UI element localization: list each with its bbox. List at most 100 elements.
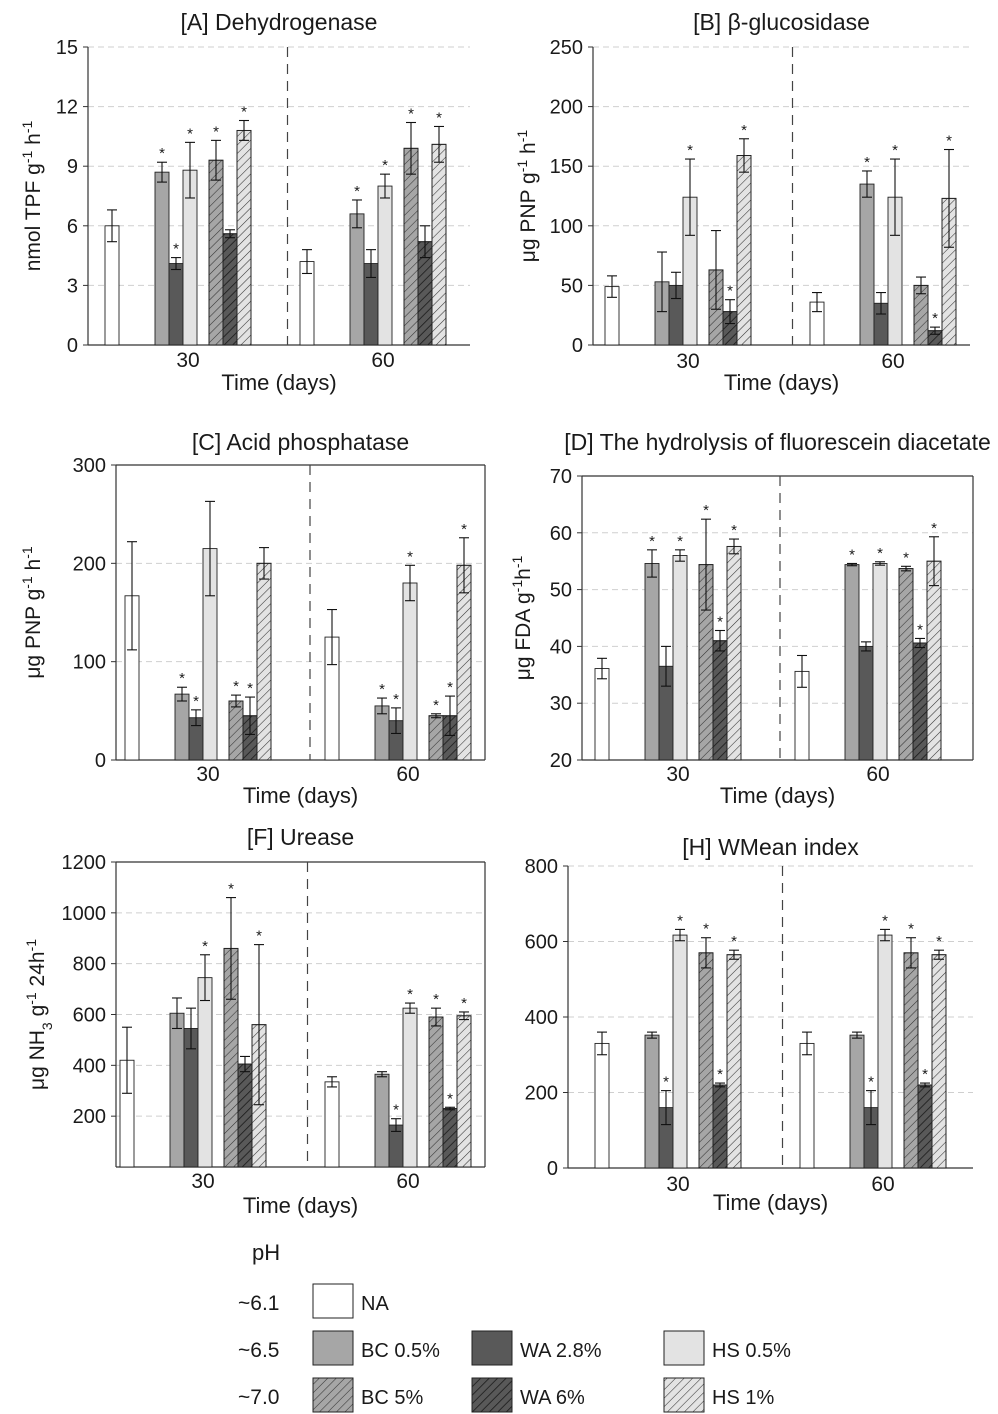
x-axis-label: Time (days): [243, 1193, 358, 1218]
x-tick-label: 60: [871, 1173, 894, 1196]
significance-marker: *: [241, 104, 247, 121]
legend-swatch: [471, 1330, 513, 1366]
bar-hatch-overlay: [456, 1015, 472, 1168]
legend-item-label: WA 2.8%: [520, 1340, 602, 1362]
legend-swatch-hatch: [312, 1377, 354, 1413]
significance-marker: *: [849, 546, 855, 563]
bar-bc-0-5-: [844, 564, 860, 761]
bar-hs-0-5-: [872, 563, 888, 761]
y-axis-label: μg PNP g-1 h-1: [19, 546, 45, 679]
bar-bc-0-5-: [849, 1034, 865, 1169]
bar-bc-0-5-: [859, 183, 875, 346]
y-tick-label: 30: [550, 693, 572, 715]
x-tick-label: 30: [666, 763, 689, 786]
significance-marker: *: [433, 991, 439, 1008]
significance-marker: *: [877, 545, 883, 562]
bar-hatch-overlay: [222, 233, 238, 346]
bar-wa-2-8-: [858, 645, 874, 761]
significance-marker: *: [741, 122, 747, 139]
significance-marker: *: [882, 912, 888, 929]
chart-title: [F] Urease: [247, 824, 354, 850]
bar-hatch-overlay: [403, 147, 419, 346]
y-tick-label: 1000: [62, 903, 107, 925]
x-tick-label: 30: [196, 763, 219, 786]
significance-marker: *: [731, 522, 737, 539]
y-tick-label: 300: [73, 455, 106, 477]
y-tick-label: 3: [67, 275, 78, 297]
bar-hatch-overlay: [208, 159, 224, 346]
bar-na: [799, 1042, 815, 1169]
significance-marker: *: [407, 548, 413, 565]
bar-hatch-overlay: [428, 1016, 444, 1168]
significance-marker: *: [908, 921, 914, 938]
significance-marker: *: [187, 125, 193, 142]
significance-marker: *: [461, 521, 467, 538]
chart-title: [D] The hydrolysis of fluorescein diacet…: [564, 429, 991, 455]
chart-title: [C] Acid phosphatase: [192, 429, 409, 455]
bar-hs-0-5-: [672, 555, 688, 761]
significance-marker: *: [727, 283, 733, 300]
bar-hatch-overlay: [442, 1108, 458, 1168]
x-axis-label: Time (days): [243, 783, 358, 808]
bar-hatch-overlay: [712, 1084, 728, 1169]
y-tick-label: 800: [73, 954, 106, 976]
significance-marker: *: [173, 241, 179, 258]
bar-hs-0-5-: [877, 934, 893, 1169]
significance-marker: *: [393, 1102, 399, 1119]
legend-swatch-hatch: [471, 1377, 513, 1413]
significance-marker: *: [717, 613, 723, 630]
bar-na: [299, 261, 315, 346]
significance-marker: *: [433, 697, 439, 714]
significance-marker: *: [663, 1074, 669, 1091]
y-tick-label: 12: [56, 97, 78, 119]
y-tick-label: 400: [525, 1007, 558, 1029]
bar-hatch-overlay: [913, 284, 929, 346]
significance-marker: *: [868, 1074, 874, 1091]
significance-marker: *: [892, 142, 898, 159]
y-tick-label: 6: [67, 216, 78, 238]
y-axis-label: nmol TPF g-1 h-1: [19, 121, 45, 272]
bar-hatch-overlay: [428, 715, 444, 761]
bar-hatch-overlay: [456, 564, 472, 761]
y-tick-label: 40: [550, 636, 572, 658]
significance-marker: *: [903, 549, 909, 566]
significance-marker: *: [687, 142, 693, 159]
significance-marker: *: [179, 670, 185, 687]
y-axis-label: μg NH3 g-1 24h-1: [23, 939, 55, 1090]
y-tick-label: 200: [550, 97, 583, 119]
significance-marker: *: [677, 533, 683, 550]
significance-marker: *: [202, 938, 208, 955]
bar-hs-0-5-: [402, 1007, 418, 1168]
significance-marker: *: [677, 912, 683, 929]
x-tick-label: 60: [396, 763, 419, 786]
significance-marker: *: [193, 693, 199, 710]
significance-marker: *: [703, 921, 709, 938]
bar-hatch-overlay: [736, 155, 752, 346]
significance-marker: *: [354, 183, 360, 200]
y-axis-label: μg PNP g-1 h-1: [514, 130, 540, 263]
chart-panel-h: 0 200 400 600 800 [H] WMean index Time (days) 3…: [525, 834, 973, 1215]
bar-bc-0-5-: [374, 1073, 390, 1168]
bar-bc-0-5-: [169, 1012, 185, 1168]
chart-panel-d: 20 30 40 50 60 70 [D] The hydrolysis of fluore…: [509, 429, 991, 808]
significance-marker: *: [917, 621, 923, 638]
chart-title: [A] Dehydrogenase: [181, 9, 378, 35]
significance-marker: *: [408, 105, 414, 122]
significance-marker: *: [731, 933, 737, 950]
chart-panel-a: 0 3 6 9 12 15 [A] Dehydrogenase Time (days) nmol…: [19, 9, 470, 395]
chart-title: [H] WMean index: [682, 834, 859, 860]
legend-item-label: BC 5%: [361, 1387, 423, 1409]
bar-bc-0-5-: [644, 563, 660, 761]
significance-marker: *: [228, 881, 234, 898]
bar-bc-0-5-: [349, 213, 365, 346]
y-tick-label: 600: [73, 1005, 106, 1027]
bar-hatch-overlay: [926, 560, 942, 761]
significance-marker: *: [717, 1066, 723, 1083]
bar-hatch-overlay: [917, 1084, 933, 1169]
chart-title: [B] β-glucosidase: [693, 9, 870, 35]
bar-na: [594, 1042, 610, 1169]
y-tick-label: 100: [73, 652, 106, 674]
x-axis-label: Time (days): [713, 1190, 828, 1215]
x-tick-label: 30: [191, 1170, 214, 1193]
